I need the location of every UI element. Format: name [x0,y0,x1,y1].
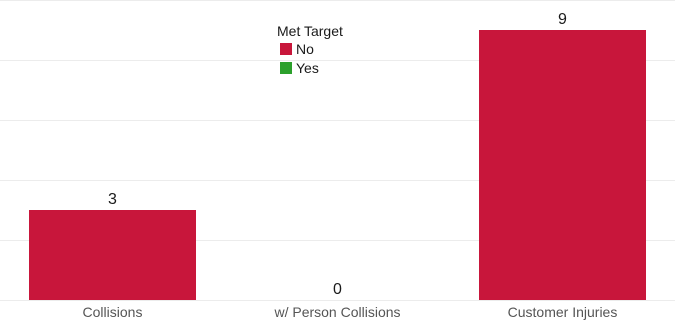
x-axis-ticks: Collisions w/ Person Collisions Customer I… [83,304,618,320]
data-labels: 3 0 9 [108,11,567,298]
legend-label-yes: Yes [296,60,319,76]
legend-label-no: No [296,41,314,57]
data-label: 0 [333,281,342,298]
x-tick-label: Customer Injuries [508,304,618,320]
x-tick-label: Collisions [83,304,143,320]
legend: Met Target No Yes [277,23,343,76]
bar [29,210,196,300]
legend-title: Met Target [277,23,343,39]
legend-swatch-yes [280,62,292,74]
x-tick-label: w/ Person Collisions [273,304,400,320]
bar [479,30,646,300]
data-label: 3 [108,191,117,208]
legend-swatch-no [280,43,292,55]
data-label: 9 [558,11,567,28]
bars [29,30,646,300]
